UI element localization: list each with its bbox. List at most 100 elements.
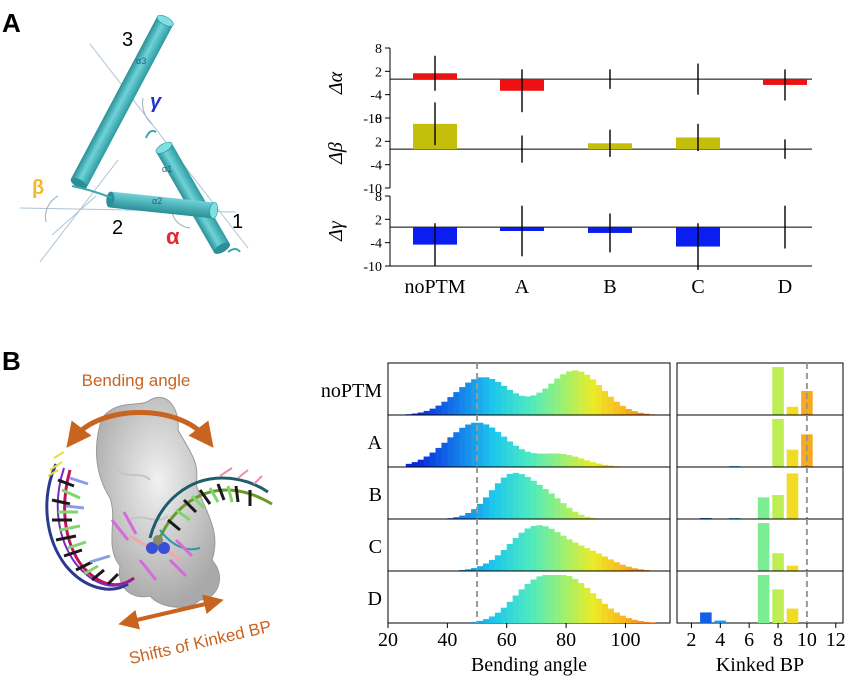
hist-bar (583, 587, 591, 623)
hist-bar (548, 575, 555, 623)
hist-bar (595, 553, 603, 571)
hist-bar (607, 608, 614, 623)
loop (71, 185, 113, 199)
hist-bar (500, 436, 508, 467)
hist-bar (423, 410, 430, 415)
kink-bar (714, 620, 727, 623)
hist-bar (518, 449, 525, 467)
hist-bar (589, 517, 597, 519)
y-tick-label: -4 (370, 159, 382, 174)
hist-bar (536, 525, 543, 571)
hist-bar (583, 460, 591, 467)
hist-bar (518, 395, 525, 415)
hist-bar (471, 379, 478, 415)
hist-bar (494, 612, 502, 623)
hist-bar (595, 598, 603, 623)
hist-bar (435, 447, 442, 467)
hist-bar (637, 621, 644, 623)
y-axis-label: Δγ (325, 220, 347, 242)
hist-bar (459, 515, 466, 519)
gamma-arc (142, 97, 153, 125)
hist-bar (613, 612, 620, 623)
hist-bar (482, 424, 490, 467)
helix-illustration: α3 α2 α1 3 2 1 γ β α (19, 14, 249, 263)
hist-bar (494, 483, 502, 519)
hist-bar (465, 382, 472, 415)
helix-1-cylinder (155, 141, 231, 254)
hist-bar (589, 593, 597, 623)
hist-bar (572, 542, 579, 571)
x-axis-label: Bending angle (471, 654, 587, 676)
alpha-label: α (166, 224, 180, 249)
kink-row-frame (676, 362, 844, 416)
hist-bar (542, 453, 549, 467)
ion-sphere (153, 535, 163, 545)
kink-bar (757, 497, 770, 519)
hist-bar (429, 452, 436, 467)
beta-arc (45, 195, 59, 223)
hist-bar (477, 566, 484, 571)
hist-bar (572, 370, 579, 415)
hist-bar (512, 538, 520, 571)
hist-bar (477, 377, 484, 415)
hist-bar (429, 408, 436, 415)
hist-bar (643, 413, 650, 415)
kink-bar (786, 449, 799, 467)
hist-bar (482, 377, 490, 415)
hist-bar (631, 619, 638, 623)
hist-bar (589, 379, 597, 415)
hist-bar (530, 395, 537, 415)
x-tick-label: 2 (686, 629, 696, 651)
hist-bar (554, 498, 561, 519)
hist-bar (512, 595, 520, 623)
surface-texture (117, 469, 177, 561)
hist-bar (554, 575, 561, 623)
hist-bar (488, 616, 496, 623)
hist-bar (625, 566, 632, 571)
x-tick-label: 100 (610, 629, 640, 651)
kink-row-frame (676, 414, 844, 468)
y-tick-label: 2 (375, 65, 382, 80)
hist-bar (548, 493, 555, 519)
nucleotide-group (110, 511, 194, 581)
hist-bar (471, 568, 478, 571)
hist-bar (482, 563, 490, 571)
kink-bar (757, 523, 770, 571)
hist-bar (453, 392, 460, 415)
hist-bar (453, 517, 460, 519)
hist-bar (625, 408, 632, 415)
y-tick-label: 8 (375, 112, 382, 127)
x-tick-label: 10 (797, 629, 817, 651)
hist-bar (524, 528, 531, 571)
hist-bar (560, 575, 567, 623)
hist-bar (536, 484, 543, 519)
hist-bar (542, 526, 549, 571)
hist-bar (518, 589, 525, 623)
hist-bar (536, 392, 543, 415)
x-tick-label: 80 (556, 629, 576, 651)
kinked-bp-caption: Shifts of Kinked BP (127, 617, 273, 668)
y-axis-label: Δα (325, 71, 347, 95)
hist-bar (607, 396, 614, 415)
hist-bar (554, 532, 561, 571)
hist-bar (572, 456, 579, 467)
hist-bar (643, 621, 650, 623)
hist-bar (524, 396, 531, 415)
hist-bar (548, 453, 555, 467)
kinked-bp-arrow (118, 594, 224, 630)
hist-bar (435, 405, 442, 415)
hist-bar (548, 383, 555, 415)
row-label: B (369, 484, 382, 506)
hist-bar (637, 412, 644, 415)
hist-bar (583, 548, 591, 571)
category-label: A (515, 276, 530, 298)
hist-bar (619, 405, 626, 415)
hist-bar (554, 378, 561, 415)
x-tick-label: 20 (378, 629, 398, 651)
hist-bar (613, 401, 620, 415)
hist-bar (411, 462, 419, 467)
bending-angle-caption: Bending angle (82, 371, 191, 390)
hist-bar (566, 455, 573, 467)
hist-bar (482, 497, 490, 519)
hist-bar (548, 528, 555, 571)
